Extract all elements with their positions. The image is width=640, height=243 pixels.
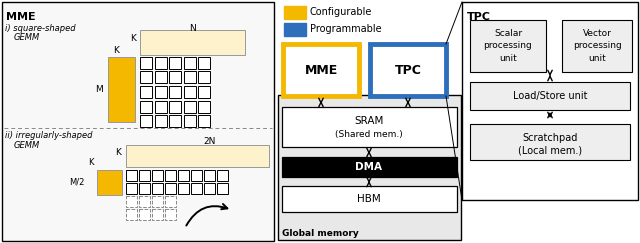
Polygon shape — [140, 86, 152, 98]
Text: Configurable: Configurable — [310, 7, 372, 17]
Text: 2N: 2N — [204, 137, 216, 146]
Polygon shape — [282, 186, 457, 212]
Text: N: N — [189, 24, 195, 33]
Polygon shape — [198, 71, 210, 84]
Polygon shape — [169, 71, 181, 84]
Text: K: K — [113, 46, 119, 55]
Polygon shape — [2, 2, 274, 241]
Polygon shape — [154, 101, 166, 113]
Polygon shape — [169, 86, 181, 98]
Polygon shape — [154, 71, 166, 84]
Text: ii) irregularly-shaped: ii) irregularly-shaped — [5, 131, 93, 140]
Polygon shape — [139, 209, 150, 220]
Polygon shape — [154, 86, 166, 98]
Text: M/2: M/2 — [70, 177, 85, 186]
Polygon shape — [462, 2, 638, 200]
Polygon shape — [370, 44, 446, 96]
Text: SRAM: SRAM — [355, 116, 384, 126]
Text: (Local mem.): (Local mem.) — [518, 145, 582, 155]
Polygon shape — [217, 170, 228, 181]
Polygon shape — [198, 115, 210, 127]
Polygon shape — [169, 115, 181, 127]
Polygon shape — [139, 170, 150, 181]
Text: DMA: DMA — [355, 162, 383, 172]
Polygon shape — [108, 57, 135, 122]
Polygon shape — [184, 71, 195, 84]
Polygon shape — [152, 170, 163, 181]
Text: K: K — [130, 34, 136, 43]
Polygon shape — [152, 183, 163, 194]
Text: K: K — [88, 158, 94, 167]
Polygon shape — [198, 86, 210, 98]
Polygon shape — [278, 95, 461, 240]
Polygon shape — [184, 57, 195, 69]
Polygon shape — [126, 183, 137, 194]
Text: GEMM: GEMM — [14, 141, 40, 150]
Polygon shape — [282, 107, 457, 147]
Text: Global memory: Global memory — [282, 229, 359, 238]
Text: processing: processing — [573, 42, 621, 51]
Polygon shape — [154, 115, 166, 127]
Polygon shape — [97, 170, 122, 195]
Text: HBM: HBM — [357, 194, 381, 204]
Text: GEMM: GEMM — [14, 33, 40, 42]
Polygon shape — [184, 101, 195, 113]
Polygon shape — [169, 57, 181, 69]
Polygon shape — [284, 23, 306, 36]
Polygon shape — [126, 209, 137, 220]
Text: Load/Store unit: Load/Store unit — [513, 91, 588, 101]
Polygon shape — [204, 183, 215, 194]
Text: (Shared mem.): (Shared mem.) — [335, 130, 403, 139]
Polygon shape — [152, 209, 163, 220]
Polygon shape — [140, 71, 152, 84]
Polygon shape — [283, 44, 359, 96]
Polygon shape — [165, 170, 176, 181]
Polygon shape — [284, 6, 306, 19]
Polygon shape — [204, 170, 215, 181]
Polygon shape — [184, 86, 195, 98]
Text: processing: processing — [484, 42, 532, 51]
Text: Programmable: Programmable — [310, 24, 381, 34]
Polygon shape — [191, 170, 202, 181]
Polygon shape — [126, 145, 269, 167]
Polygon shape — [184, 115, 195, 127]
Polygon shape — [140, 57, 152, 69]
Polygon shape — [139, 196, 150, 207]
Polygon shape — [169, 101, 181, 113]
Text: unit: unit — [588, 53, 606, 62]
Text: M: M — [95, 85, 103, 94]
Polygon shape — [139, 183, 150, 194]
Polygon shape — [140, 101, 152, 113]
Polygon shape — [198, 57, 210, 69]
Text: Vector: Vector — [582, 29, 611, 38]
Polygon shape — [165, 196, 176, 207]
Polygon shape — [191, 183, 202, 194]
Polygon shape — [470, 20, 546, 72]
Polygon shape — [470, 124, 630, 160]
Polygon shape — [470, 82, 630, 110]
Text: Scalar: Scalar — [494, 29, 522, 38]
Polygon shape — [152, 196, 163, 207]
Text: unit: unit — [499, 53, 517, 62]
Polygon shape — [126, 196, 137, 207]
Text: TPC: TPC — [395, 63, 421, 77]
Polygon shape — [282, 157, 457, 177]
Polygon shape — [178, 170, 189, 181]
Text: MME: MME — [6, 12, 36, 22]
Polygon shape — [562, 20, 632, 72]
Polygon shape — [140, 30, 245, 55]
Polygon shape — [154, 57, 166, 69]
Polygon shape — [217, 183, 228, 194]
Text: i) square-shaped: i) square-shaped — [5, 24, 76, 33]
Text: Scratchpad: Scratchpad — [522, 133, 578, 143]
Text: MME: MME — [305, 63, 338, 77]
Polygon shape — [140, 115, 152, 127]
Text: TPC: TPC — [467, 12, 491, 22]
Polygon shape — [165, 183, 176, 194]
Polygon shape — [178, 183, 189, 194]
Polygon shape — [126, 170, 137, 181]
Polygon shape — [198, 101, 210, 113]
Text: K: K — [115, 148, 121, 156]
Polygon shape — [165, 209, 176, 220]
